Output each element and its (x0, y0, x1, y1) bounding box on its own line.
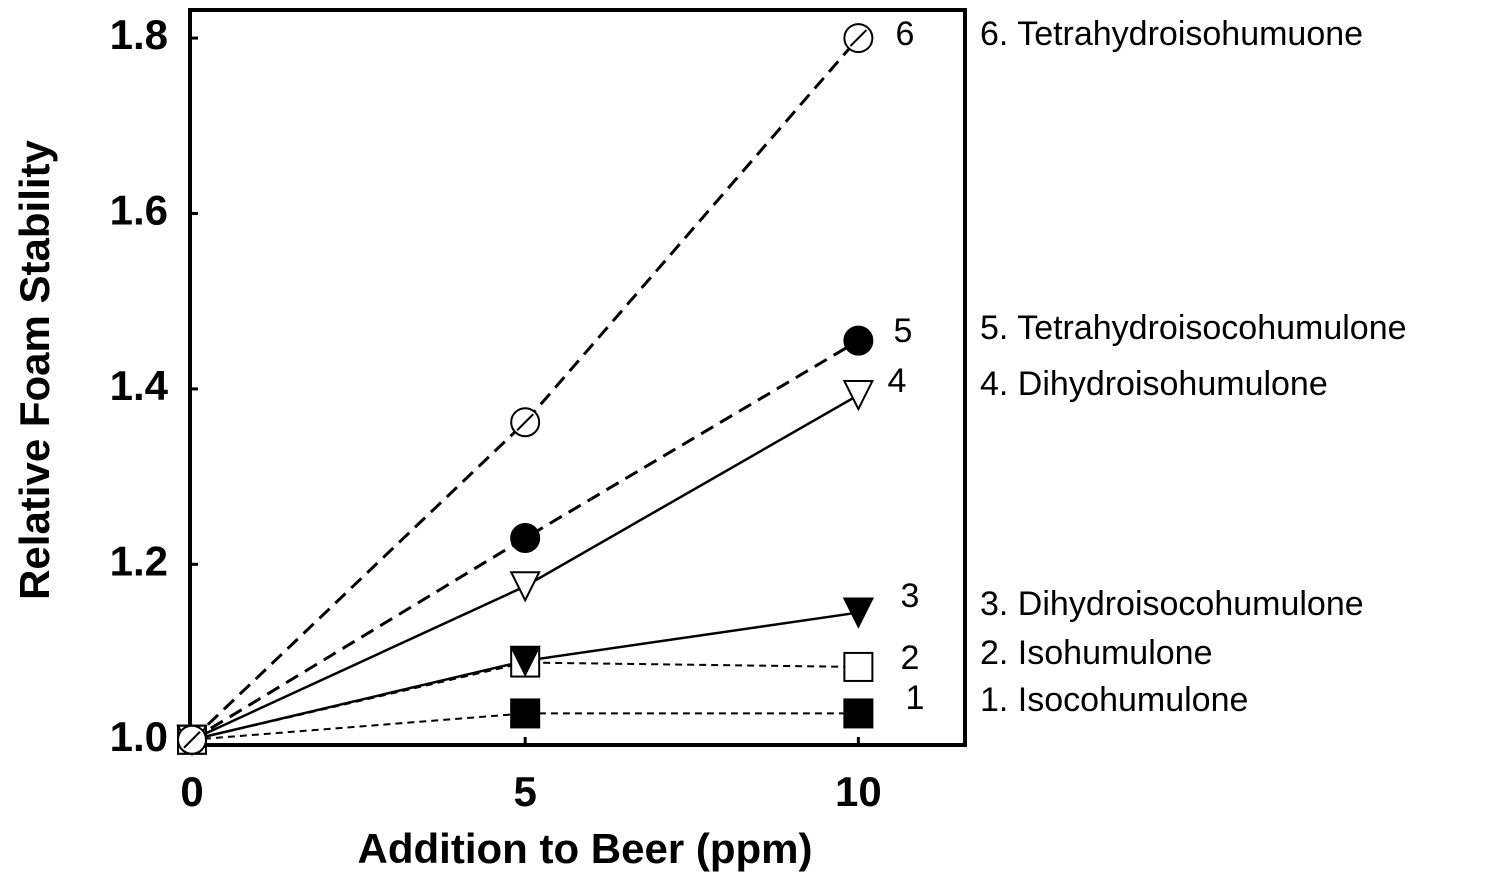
marker (843, 651, 874, 682)
legend-entry: 3. Dihydroisocohumulone (980, 585, 1364, 623)
legend-entry: 2. Isohumulone (980, 634, 1213, 672)
y-tick-label: 1.2 (110, 537, 168, 584)
marker-part (509, 571, 541, 603)
y-tick-label: 1.4 (110, 362, 169, 409)
legend-entry: 5. Tetrahydroisocohumulone (980, 309, 1407, 347)
x-tick-label: 0 (180, 768, 203, 815)
series-number: 6 (896, 15, 915, 53)
series-number: 4 (888, 362, 907, 400)
marker (842, 597, 874, 629)
marker-part (842, 597, 874, 629)
x-axis-title: Addition to Beer (ppm) (358, 825, 813, 872)
y-tick-label: 1.6 (110, 187, 168, 234)
series-line (191, 339, 860, 742)
marker-part (849, 29, 868, 47)
legend-entry: 4. Dihydroisohumulone (980, 365, 1328, 403)
x-tick-label: 5 (514, 768, 537, 815)
marker (510, 698, 541, 729)
marker-part (843, 698, 874, 729)
marker-part (183, 731, 201, 749)
marker-part (516, 413, 534, 431)
marker-part (509, 645, 541, 678)
series-line (190, 37, 860, 741)
legend-entry: 6. Tetrahydroisohumuone (980, 15, 1363, 53)
series-line (191, 712, 859, 741)
marker (843, 23, 874, 54)
x-tick-label: 10 (835, 768, 882, 815)
marker-part (843, 325, 874, 356)
y-axis-title: Relative Foam Stability (11, 139, 58, 599)
marker (176, 724, 207, 755)
marker-part (843, 651, 874, 682)
y-tick-label: 1.0 (110, 713, 168, 760)
series-number: 2 (901, 639, 920, 677)
series-number: 5 (894, 312, 913, 350)
series-number: 1 (906, 679, 925, 717)
marker-part (842, 380, 874, 412)
series-line (191, 393, 860, 741)
marker (510, 407, 541, 438)
marker (842, 380, 874, 412)
marker (509, 571, 541, 603)
marker (843, 325, 874, 356)
marker (843, 698, 874, 729)
legend-entry: 1. Isocohumulone (980, 681, 1248, 719)
series-number: 3 (901, 577, 920, 615)
marker-part (510, 523, 541, 554)
marker-part (510, 698, 541, 729)
plot-frame (188, 8, 967, 747)
y-tick-label: 1.8 (110, 11, 168, 58)
marker (509, 645, 541, 678)
marker (510, 523, 541, 554)
